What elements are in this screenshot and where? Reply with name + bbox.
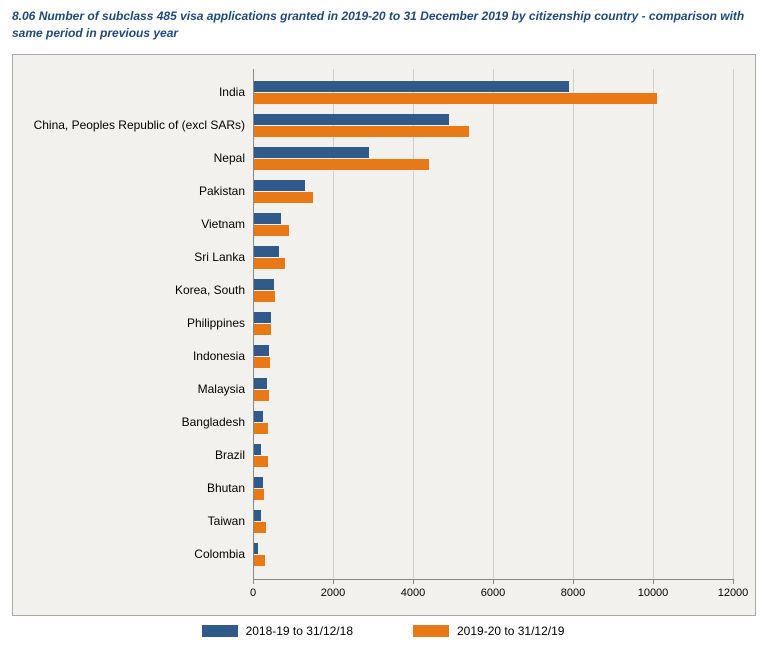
- x-tick-label: 12000: [713, 587, 753, 599]
- plot-area: [253, 69, 733, 579]
- grid-line: [733, 69, 734, 579]
- x-tick-label: 8000: [553, 587, 593, 599]
- category-label: Colombia: [15, 547, 245, 561]
- bar-series-2: [253, 192, 313, 203]
- category-label: Bangladesh: [15, 415, 245, 429]
- category-label: Indonesia: [15, 349, 245, 363]
- bar-series-2: [253, 555, 265, 566]
- bar-series-2: [253, 324, 271, 335]
- chart-title: 8.06 Number of subclass 485 visa applica…: [12, 8, 754, 42]
- bar-series-2: [253, 126, 469, 137]
- bar-group: [253, 244, 733, 274]
- bar-series-1: [253, 147, 369, 158]
- chart-panel: India China, Peoples Republic of (excl SA…: [12, 54, 756, 616]
- category-label: Sri Lanka: [15, 250, 245, 264]
- bar-group: [253, 178, 733, 208]
- legend-item: 2018-19 to 31/12/18: [202, 624, 353, 638]
- bar-series-1: [253, 81, 569, 92]
- bar-series-1: [253, 378, 267, 389]
- bar-group: [253, 376, 733, 406]
- category-label: Brazil: [15, 448, 245, 462]
- bar-series-1: [253, 213, 281, 224]
- x-tick-label: 10000: [633, 587, 673, 599]
- bar-series-2: [253, 291, 275, 302]
- bar-series-1: [253, 411, 263, 422]
- bar-group: [253, 442, 733, 472]
- category-label: Bhutan: [15, 481, 245, 495]
- bar-group: [253, 508, 733, 538]
- x-tick-label: 2000: [313, 587, 353, 599]
- legend-label: 2019-20 to 31/12/19: [457, 624, 564, 638]
- category-label: Philippines: [15, 316, 245, 330]
- bar-series-1: [253, 312, 271, 323]
- x-tick: [493, 579, 494, 584]
- category-label: Pakistan: [15, 184, 245, 198]
- x-tick-label: 6000: [473, 587, 513, 599]
- bar-series-2: [253, 93, 657, 104]
- bar-series-2: [253, 456, 268, 467]
- legend-item: 2019-20 to 31/12/19: [413, 624, 564, 638]
- bar-series-1: [253, 477, 263, 488]
- legend-swatch: [413, 625, 449, 637]
- category-label: China, Peoples Republic of (excl SARs): [15, 118, 245, 132]
- legend-label: 2018-19 to 31/12/18: [246, 624, 353, 638]
- bar-series-2: [253, 357, 270, 368]
- bar-group: [253, 409, 733, 439]
- y-axis: [253, 69, 254, 579]
- bar-group: [253, 277, 733, 307]
- bar-series-1: [253, 510, 261, 521]
- category-label: Nepal: [15, 151, 245, 165]
- x-tick: [333, 579, 334, 584]
- bar-series-1: [253, 444, 261, 455]
- x-tick: [573, 579, 574, 584]
- x-tick-label: 0: [233, 587, 273, 599]
- x-tick: [653, 579, 654, 584]
- x-tick: [733, 579, 734, 584]
- bar-series-1: [253, 180, 305, 191]
- bar-series-2: [253, 225, 289, 236]
- category-label: Vietnam: [15, 217, 245, 231]
- bar-series-2: [253, 489, 264, 500]
- legend: 2018-19 to 31/12/18 2019-20 to 31/12/19: [12, 616, 754, 642]
- bar-group: [253, 343, 733, 373]
- bar-series-2: [253, 258, 285, 269]
- bar-group: [253, 310, 733, 340]
- category-label: Taiwan: [15, 514, 245, 528]
- x-tick: [253, 579, 254, 584]
- bar-group: [253, 79, 733, 109]
- category-label: Korea, South: [15, 283, 245, 297]
- bar-series-1: [253, 279, 274, 290]
- bar-group: [253, 475, 733, 505]
- bar-group: [253, 145, 733, 175]
- x-tick-label: 4000: [393, 587, 433, 599]
- category-label: India: [15, 85, 245, 99]
- bar-series-2: [253, 390, 269, 401]
- bar-group: [253, 112, 733, 142]
- bar-series-1: [253, 246, 279, 257]
- bar-series-1: [253, 345, 269, 356]
- bar-series-1: [253, 114, 449, 125]
- bar-series-2: [253, 522, 266, 533]
- bar-group: [253, 541, 733, 571]
- x-tick: [413, 579, 414, 584]
- bar-series-2: [253, 423, 268, 434]
- category-label: Malaysia: [15, 382, 245, 396]
- bar-series-2: [253, 159, 429, 170]
- legend-swatch: [202, 625, 238, 637]
- bar-group: [253, 211, 733, 241]
